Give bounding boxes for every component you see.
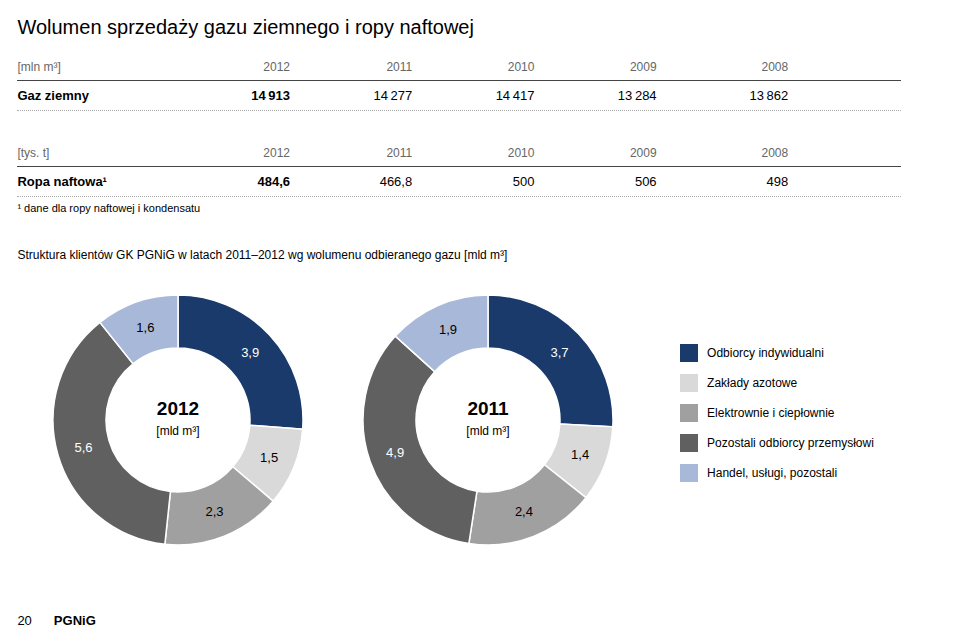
html-text:2008: 2008 [761,60,789,74]
html-text:[tys. t]: [tys. t] [17,146,50,160]
html-text:Gaz ziemny: Gaz ziemny [17,88,89,103]
html-text:2008: 2008 [761,146,789,160]
html-text:¹ dane dla ropy naftowej i kon: ¹ dane dla ropy naftowej i kondensatu [17,202,201,214]
html-text:498: 498 [766,174,789,189]
html-text:2009: 2009 [629,60,657,74]
html-text:484,6: 484,6 [257,174,290,189]
svg-text:1,5: 1,5 [260,450,278,465]
html-text:[mld m³]: [mld m³] [156,424,200,438]
html-text:Handel, usługi, pozostali: Handel, usługi, pozostali [707,466,838,480]
html-text:500: 500 [512,174,535,189]
html-text:2011: 2011 [467,398,509,419]
svg-text:1,6: 1,6 [136,320,154,335]
svg-text:1,9: 1,9 [439,322,457,337]
svg-text:4,9: 4,9 [386,445,404,460]
html-text:2011: 2011 [386,146,413,160]
html-text:14 913: 14 913 [251,88,290,103]
html-text:506: 506 [634,174,657,189]
html-text:2011: 2011 [386,60,413,74]
html-text:2012: 2012 [156,398,200,419]
html-text:Struktura klientów GK PGNiG w: Struktura klientów GK PGNiG w latach 201… [17,248,508,262]
html-text:Elektrownie i ciepłownie: Elektrownie i ciepłownie [707,406,835,420]
svg-text:3,9: 3,9 [241,345,259,360]
svg-text:2,3: 2,3 [205,504,223,519]
html-text:2012: 2012 [263,146,290,160]
html-text:Zakłady azotowe: Zakłady azotowe [707,376,798,390]
html-text:2012: 2012 [263,60,290,74]
html-text:2010: 2010 [507,60,535,74]
svg-text:5,6: 5,6 [74,440,92,455]
html-text:13 862: 13 862 [749,88,789,103]
html-text:13 284: 13 284 [617,88,657,103]
html-text:Wolumen sprzedaży gazu ziemneg: Wolumen sprzedaży gazu ziemnego i ropy n… [17,16,474,38]
html-text:Pozostali odbiorcy przemysłowi: Pozostali odbiorcy przemysłowi [707,436,874,450]
html-text:[mld m³]: [mld m³] [466,424,510,438]
html-text:Ropa naftowa¹: Ropa naftowa¹ [17,174,107,189]
html-text:14 277: 14 277 [373,88,413,103]
svg-text:2,4: 2,4 [515,504,533,519]
html-text:PGNiG: PGNiG [53,613,96,628]
svg-text:3,7: 3,7 [550,345,568,360]
html-text:Odbiorcy indywidualni: Odbiorcy indywidualni [707,346,824,360]
html-text:14 417: 14 417 [495,88,535,103]
html-text:466,8: 466,8 [379,174,413,189]
html-text:20: 20 [17,613,32,628]
html-text:[mln m³]: [mln m³] [17,60,61,74]
html-text:2010: 2010 [507,146,535,160]
html-text:2009: 2009 [629,146,657,160]
svg-text:1,4: 1,4 [571,447,589,462]
